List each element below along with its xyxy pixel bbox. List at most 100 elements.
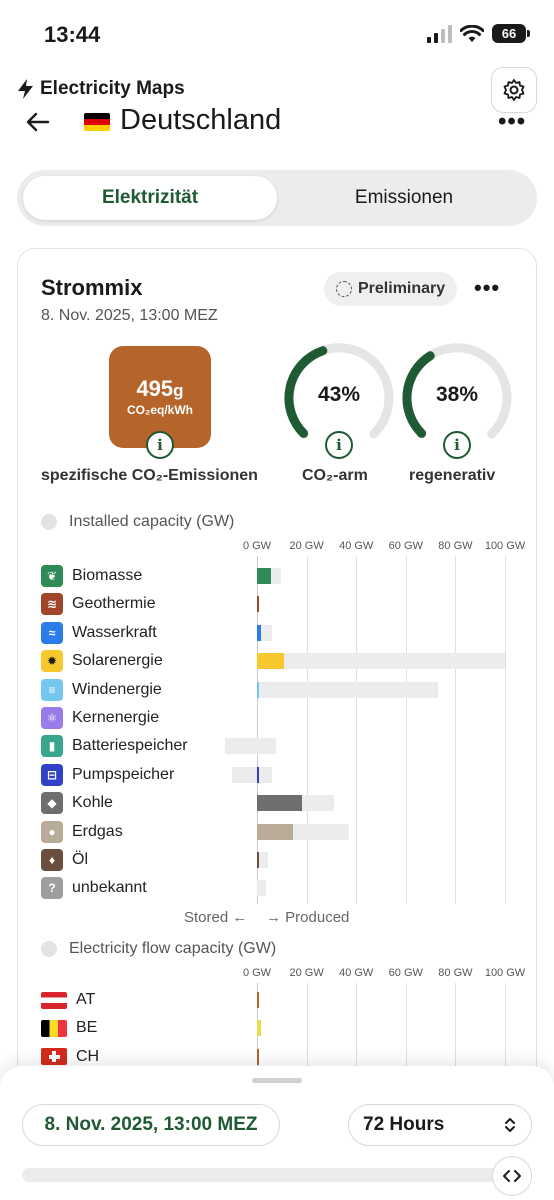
battery-icon: 66 xyxy=(492,24,530,43)
capacity-bar xyxy=(257,681,439,698)
production-bar xyxy=(257,766,259,783)
sheet-handle[interactable] xyxy=(252,1078,302,1083)
timeline-slider[interactable] xyxy=(22,1168,502,1182)
source-label: Windenergie xyxy=(72,680,162,698)
time-range-label: 72 Hours xyxy=(363,1114,445,1135)
card-more-button[interactable]: ••• xyxy=(474,275,501,300)
brand: Electricity Maps xyxy=(16,78,185,100)
status-icons: 66 xyxy=(427,24,530,43)
gear-icon xyxy=(503,79,525,101)
source-row-windenergie[interactable]: ≡ Windenergie xyxy=(41,678,162,702)
axis-tick-label: 20 GW xyxy=(289,540,324,552)
oil-icon: ♦ xyxy=(41,849,63,871)
axis-tick-label: 80 GW xyxy=(438,967,473,979)
gridline xyxy=(455,983,457,1147)
back-button[interactable] xyxy=(24,108,52,136)
renewable-info-icon[interactable]: i xyxy=(443,431,471,459)
axis-tick-label: 60 GW xyxy=(388,540,423,552)
axis-tick-label: 60 GW xyxy=(388,967,423,979)
wifi-icon xyxy=(460,24,484,42)
gridline xyxy=(356,983,358,1147)
brand-name: Electricity Maps xyxy=(40,78,185,99)
renewable-gauge xyxy=(402,343,512,439)
axis-tick-label: 80 GW xyxy=(438,540,473,552)
coal-icon: ◆ xyxy=(41,792,63,815)
axis-tick-label: 100 GW xyxy=(484,967,526,979)
leaf-icon: ❦ xyxy=(41,565,63,587)
card-date: 8. Nov. 2025, 13:00 MEZ xyxy=(41,307,218,324)
flow-bar xyxy=(257,1020,261,1037)
source-row-kohle[interactable]: ◆ Kohle xyxy=(41,791,113,815)
expand-button[interactable] xyxy=(492,1156,532,1196)
time-range-select[interactable]: 72 Hours xyxy=(348,1104,532,1146)
capacity-bar xyxy=(257,880,266,897)
gridline xyxy=(505,983,506,1147)
low-carbon-gauge xyxy=(284,343,394,439)
low-carbon-info-icon[interactable]: i xyxy=(325,431,353,459)
capacity-bar xyxy=(224,738,277,755)
source-row-solarenergie[interactable]: ✹ Solarenergie xyxy=(41,649,163,673)
source-label: Biomasse xyxy=(72,567,143,584)
flow-row-ch[interactable]: CH xyxy=(41,1045,99,1069)
source-row-pumpspeicher[interactable]: ⊟ Pumpspeicher xyxy=(41,763,174,787)
toggle-dot-icon xyxy=(41,514,57,530)
datetime-button[interactable]: 8. Nov. 2025, 13:00 MEZ xyxy=(22,1104,280,1146)
gridline xyxy=(405,556,407,904)
country-title: Deutschland xyxy=(120,104,282,136)
source-row-erdgas[interactable]: ● Erdgas xyxy=(41,820,123,844)
status-time: 13:44 xyxy=(44,22,101,47)
sun-icon: ✹ xyxy=(41,650,63,673)
gridline xyxy=(505,556,506,904)
flow-capacity-title[interactable]: Electricity flow capacity (GW) xyxy=(41,940,276,958)
co2-intensity-unit: CO₂eq/kWh xyxy=(127,403,193,417)
country-code: BE xyxy=(76,1019,98,1037)
flow-bar xyxy=(257,992,260,1008)
zero-axis-line xyxy=(257,983,258,1147)
atom-icon: ⚛ xyxy=(41,707,63,729)
source-row-kernenergie[interactable]: ⚛ Kernenergie xyxy=(41,706,159,730)
gridline xyxy=(405,983,407,1147)
gridline xyxy=(306,556,308,904)
source-row-geothermie[interactable]: ≋ Geothermie xyxy=(41,592,156,616)
source-label: Kohle xyxy=(72,794,113,812)
production-bar xyxy=(257,852,259,868)
co2-info-icon[interactable]: i xyxy=(146,431,174,459)
flow-row-be[interactable]: BE xyxy=(41,1016,97,1040)
source-row-batteriespeicher[interactable]: ▮ Batteriespeicher xyxy=(41,734,188,758)
production-bar xyxy=(257,795,302,812)
chevron-up-down-icon xyxy=(505,1118,515,1132)
bottom-sheet: 8. Nov. 2025, 13:00 MEZ 72 Hours xyxy=(0,1066,554,1200)
settings-button[interactable] xyxy=(491,67,537,113)
low-carbon-label: CO₂-arm xyxy=(302,467,368,484)
source-label: Geothermie xyxy=(72,595,156,613)
source-label: Kernenergie xyxy=(72,709,160,726)
tab-bar: Elektrizität Emissionen xyxy=(17,170,537,226)
bolt-icon xyxy=(18,79,33,99)
capacity-bar xyxy=(232,766,272,783)
battery-icon: ▮ xyxy=(41,735,63,758)
tab-emissionen[interactable]: Emissionen xyxy=(354,187,454,208)
source-row-öl[interactable]: ♦ Öl xyxy=(41,848,88,872)
axis-tick-label: 0 GW xyxy=(242,967,272,979)
source-row-biomasse[interactable]: ❦ Biomasse xyxy=(41,564,142,588)
code-arrows-icon xyxy=(503,1170,521,1182)
flow-row-at[interactable]: AT xyxy=(41,988,95,1012)
more-options-button[interactable]: ••• xyxy=(498,108,527,135)
toggle-dot-icon xyxy=(41,941,57,957)
source-row-unbekannt[interactable]: ? unbekannt xyxy=(41,876,147,900)
produced-label: → Produced xyxy=(266,909,350,926)
dashed-circle-icon xyxy=(336,281,352,297)
source-row-wasserkraft[interactable]: ≈ Wasserkraft xyxy=(41,621,157,645)
axis-tick-label: 20 GW xyxy=(289,967,324,979)
flag-at-icon xyxy=(41,991,67,1009)
signal-icon xyxy=(427,24,452,43)
renewable-value: 38% xyxy=(435,383,479,406)
tab-elektrizitaet[interactable]: Elektrizität xyxy=(23,176,277,220)
country-code: CH xyxy=(76,1047,100,1065)
strommix-card: Strommix 8. Nov. 2025, 13:00 MEZ Prelimi… xyxy=(17,248,537,1148)
arrow-left-icon xyxy=(26,112,50,132)
preliminary-badge[interactable]: Preliminary xyxy=(324,272,458,306)
production-bar xyxy=(257,624,261,641)
question-icon: ? xyxy=(41,877,63,900)
installed-capacity-title[interactable]: Installed capacity (GW) xyxy=(41,513,234,531)
